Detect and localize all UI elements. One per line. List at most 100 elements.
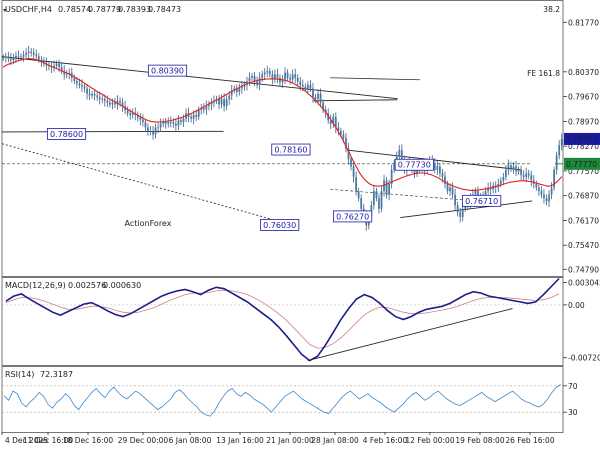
candle-body — [210, 102, 213, 105]
candle-body — [393, 162, 396, 170]
candle-body — [271, 74, 274, 80]
candle-body — [126, 109, 129, 114]
price-annotation-label: 0.76270 — [336, 212, 369, 221]
candle-body — [30, 51, 33, 53]
macd-tick-label: 0.003042 — [568, 279, 600, 288]
candle-body — [304, 86, 307, 89]
price-tick-label: 0.74790 — [568, 265, 599, 274]
candle-body — [444, 176, 446, 184]
candle-body — [550, 187, 553, 195]
candle-body — [535, 184, 538, 188]
candle-body — [456, 205, 459, 213]
candle-body — [40, 59, 43, 62]
candle-body — [68, 72, 71, 74]
candle-body — [380, 191, 383, 209]
price-annotation-box — [260, 218, 300, 231]
price-annotation-label: 0.78160 — [274, 146, 307, 155]
candle-body — [294, 74, 297, 78]
candle-body — [560, 139, 563, 146]
candle-body — [96, 95, 99, 98]
candle-body — [91, 93, 94, 96]
candle-body — [555, 155, 558, 170]
candle-body — [545, 198, 548, 202]
candle-body — [17, 55, 20, 57]
candle-body — [390, 169, 393, 184]
rsi-tick-label: 70 — [568, 382, 578, 391]
candle-body — [9, 58, 12, 61]
price-tick-label: 0.75470 — [568, 241, 599, 250]
moving-average-line — [2, 58, 563, 191]
trendline — [313, 99, 398, 102]
rsi-panel — [1, 366, 564, 433]
price-annotation-label: 0.76030 — [263, 221, 296, 230]
candle-body — [159, 123, 162, 128]
candle-body — [152, 131, 154, 135]
candle-body — [312, 88, 314, 98]
candle-body — [246, 81, 248, 85]
candle-body — [319, 93, 322, 103]
candle-body — [205, 106, 208, 110]
candle-body — [449, 187, 451, 192]
candle-body — [347, 148, 350, 160]
candle-body — [129, 113, 132, 115]
candle-body — [355, 176, 358, 192]
macd-signal-line — [5, 289, 560, 349]
candle-body — [502, 176, 505, 181]
x-tick-label: 11 Dec 16:00 — [23, 436, 74, 445]
candle-body — [398, 150, 401, 156]
candle-body — [225, 99, 228, 107]
price-tick-label: 0.79670 — [568, 93, 599, 102]
candle-body — [342, 134, 345, 138]
candle-body — [360, 198, 363, 209]
candle-body — [296, 77, 299, 82]
macd-tick-label: 0.00 — [568, 301, 585, 310]
candle-body — [375, 191, 378, 199]
x-tick-label: 6 Jan 08:00 — [169, 436, 212, 445]
price-tick-label: 0.78970 — [568, 117, 599, 126]
macd-panel — [1, 277, 564, 366]
candle-body — [553, 169, 556, 188]
rsi-tick-label: 30 — [568, 408, 578, 417]
price-annotation-label: 0.78600 — [50, 130, 83, 139]
candle-body — [268, 71, 271, 75]
level-price-tag — [564, 157, 600, 170]
macd-value-main: 0.002576 — [68, 281, 106, 290]
price-annotation-label: 0.77730 — [398, 161, 431, 170]
candle-body — [436, 166, 439, 170]
rsi-title: RSI(14) — [5, 370, 34, 379]
candle-body — [202, 107, 205, 110]
candle-body — [73, 77, 76, 82]
candle-body — [372, 191, 375, 206]
price-annotation-box — [394, 158, 434, 171]
macd-title: MACD(12,26,9) — [5, 281, 66, 290]
candle-body — [141, 119, 144, 123]
candle-body — [504, 169, 507, 177]
fib-top-label: 38.2 — [543, 5, 560, 14]
candle-body — [261, 74, 264, 78]
candle-body — [2, 57, 5, 59]
candle-body — [86, 88, 88, 94]
candle-body — [334, 116, 337, 128]
price-panel — [1, 0, 564, 277]
candle-body — [352, 166, 355, 177]
candle-body — [243, 84, 246, 87]
price-tick-label: 0.77570 — [568, 167, 599, 176]
candle-body — [512, 166, 515, 169]
candle-body — [525, 173, 528, 177]
candle-body — [53, 65, 55, 68]
x-tick-label: 18 Dec 16:00 — [63, 436, 114, 445]
price-annotation-box — [462, 194, 502, 207]
price-annotation-label: 0.80390 — [151, 67, 184, 76]
candle-body — [101, 99, 104, 100]
candle-body — [114, 102, 116, 105]
candle-body — [520, 169, 523, 176]
candle-body — [65, 73, 68, 75]
candle-body — [144, 122, 147, 128]
x-tick-label: 28 Jan 08:00 — [311, 436, 359, 445]
candle-body — [78, 83, 81, 85]
candle-body — [103, 99, 106, 101]
candle-body — [167, 122, 170, 124]
collapse-triangle-icon — [3, 9, 7, 12]
candle-body — [177, 120, 180, 126]
